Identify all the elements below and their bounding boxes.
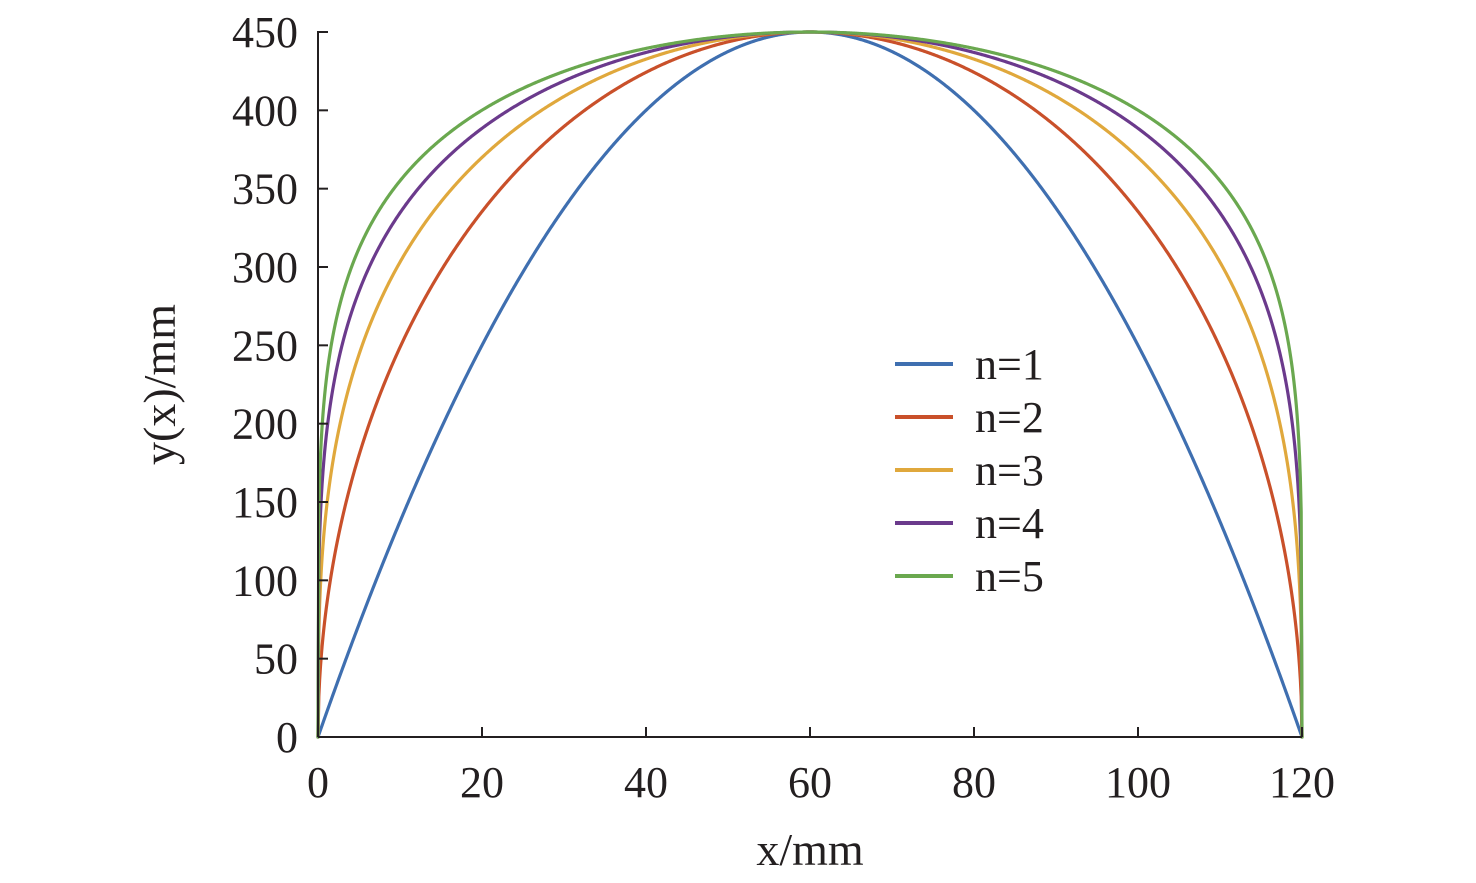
y-tick-label: 200 (232, 400, 298, 449)
series-line-n-2 (316, 30, 1304, 739)
legend-label: n=4 (975, 499, 1044, 548)
y-tick-label: 450 (232, 8, 298, 57)
y-tick-label: 400 (232, 86, 298, 135)
y-axis-title: y(x)/mm (134, 304, 185, 465)
series-line-n-3 (316, 30, 1304, 739)
series-line-n-4 (316, 30, 1304, 739)
plot-lines (316, 30, 1304, 739)
axes (317, 31, 1302, 738)
legend-label: n=3 (975, 446, 1044, 495)
legend: n=1n=2n=3n=4n=5 (895, 340, 1044, 601)
y-tick-label: 50 (254, 635, 298, 684)
legend-label: n=5 (975, 552, 1044, 601)
series-line-n-1 (316, 30, 1304, 739)
y-tick-label: 150 (232, 478, 298, 527)
legend-label: n=1 (975, 340, 1044, 389)
x-tick-label: 20 (460, 758, 504, 807)
legend-label: n=2 (975, 393, 1044, 442)
series-line-n-5 (316, 30, 1304, 739)
x-tick-label: 60 (788, 758, 832, 807)
x-tick-label: 80 (952, 758, 996, 807)
x-tick-label: 40 (624, 758, 668, 807)
y-tick-label: 0 (276, 713, 298, 762)
y-tick-label: 300 (232, 243, 298, 292)
y-tick-label: 350 (232, 165, 298, 214)
y-ticks: 0 50 100 150 200 250 300 350 400 450 (232, 8, 328, 762)
y-tick-label: 100 (232, 556, 298, 605)
x-tick-label: 0 (307, 758, 329, 807)
x-ticks: 0 20 40 60 80 100 120 (307, 727, 1335, 807)
x-tick-label: 100 (1105, 758, 1171, 807)
x-tick-label: 120 (1269, 758, 1335, 807)
x-axis-title: x/mm (756, 824, 864, 875)
y-tick-label: 250 (232, 321, 298, 370)
